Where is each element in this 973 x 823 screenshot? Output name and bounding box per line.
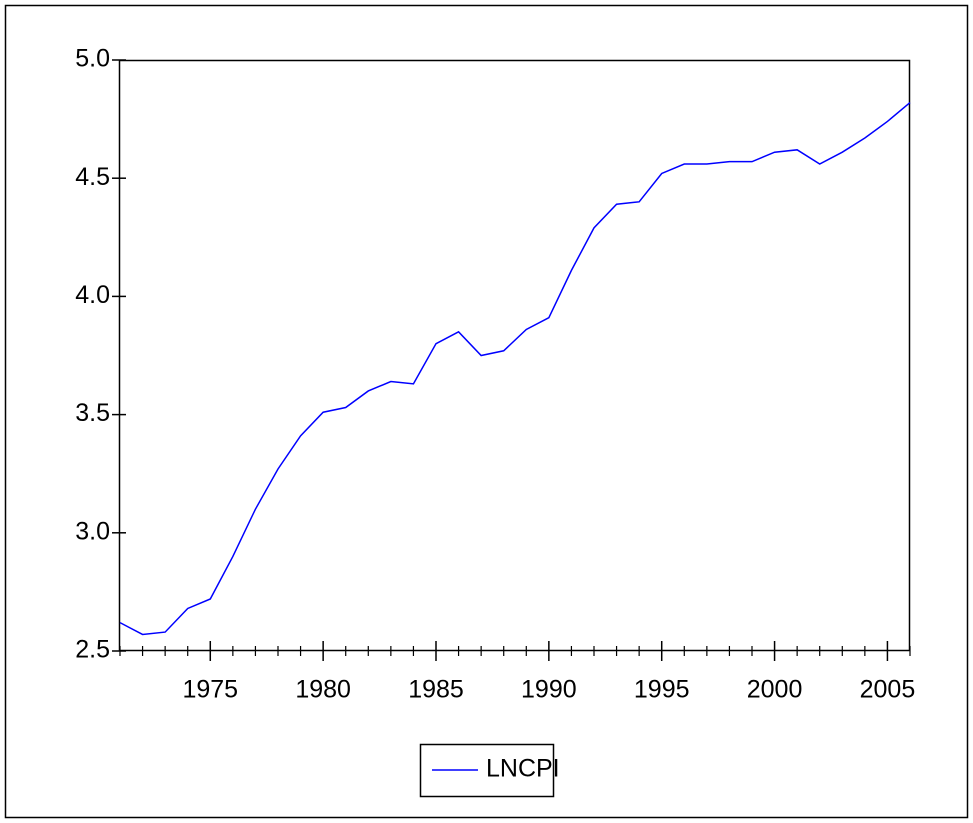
y-tick-label: 3.5: [75, 399, 110, 427]
x-tick-label: 2005: [860, 676, 916, 704]
legend-label: LNCPI: [486, 755, 560, 783]
frame: [4, 4, 969, 819]
x-tick-label: 1985: [408, 676, 464, 704]
x-tick-label: 1990: [521, 676, 577, 704]
data-line: [119, 101, 911, 636]
x-tick-label: 2000: [747, 676, 803, 704]
x-tick-label: 1975: [182, 676, 238, 704]
y-tick-label: 3.0: [75, 517, 110, 545]
x-tick-label: 1980: [295, 676, 351, 704]
y-tick-label: 4.5: [75, 163, 110, 191]
y-tick-label: 4.0: [75, 281, 110, 309]
plot-area: [118, 59, 911, 652]
x-tick-label: 1995: [634, 676, 690, 704]
y-tick-label: 5.0: [75, 45, 110, 73]
y-tick-label: 2.5: [75, 636, 110, 664]
